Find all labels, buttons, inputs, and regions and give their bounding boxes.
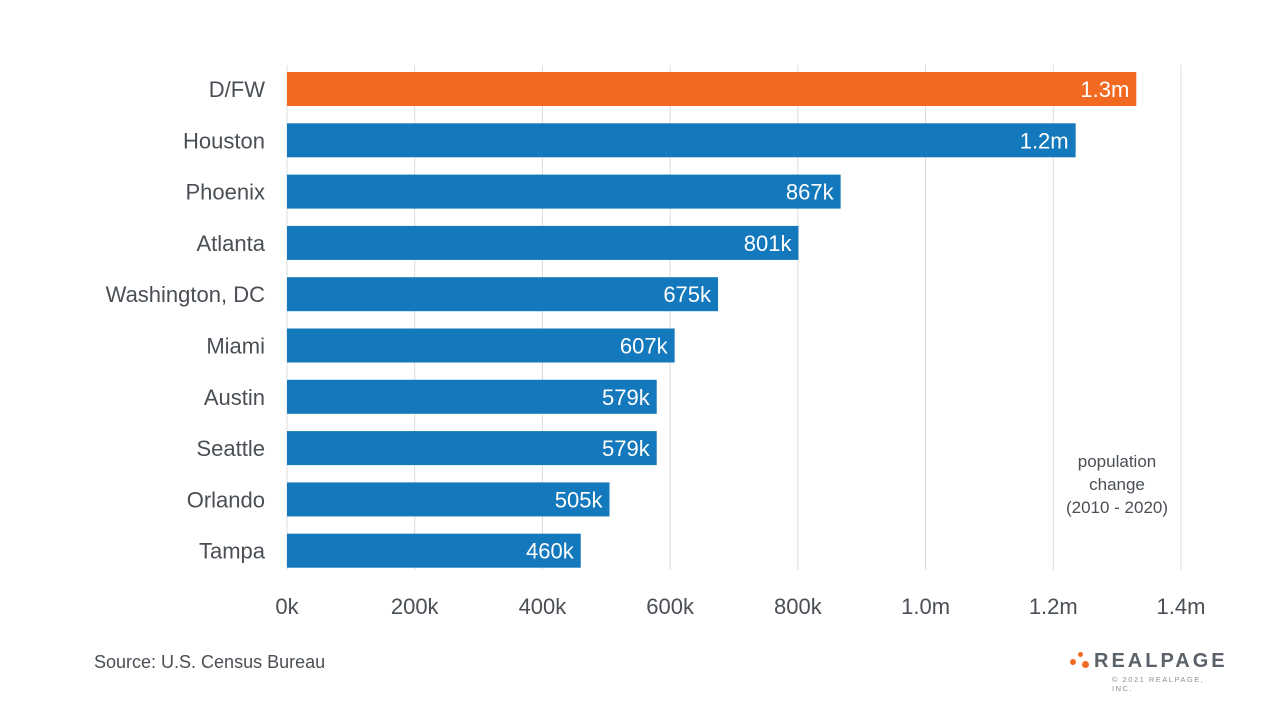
category-label: Orlando bbox=[187, 487, 265, 512]
bar bbox=[287, 328, 675, 363]
annotation-text: change bbox=[1089, 475, 1145, 494]
category-label: Seattle bbox=[197, 436, 266, 461]
data-label: 867k bbox=[786, 180, 835, 205]
data-label: 675k bbox=[663, 282, 712, 307]
annotation-text: (2010 - 2020) bbox=[1066, 498, 1168, 517]
data-label: 1.3m bbox=[1080, 77, 1129, 102]
bar bbox=[287, 174, 841, 209]
x-tick-label: 200k bbox=[391, 594, 440, 619]
bar bbox=[287, 431, 657, 466]
data-label: 801k bbox=[744, 231, 793, 256]
x-tick-label: 1.4m bbox=[1157, 594, 1206, 619]
data-label: 505k bbox=[555, 487, 604, 512]
bar bbox=[287, 482, 610, 517]
bar bbox=[287, 225, 799, 260]
bar bbox=[287, 123, 1076, 158]
bar bbox=[287, 379, 657, 414]
bar bbox=[287, 533, 581, 568]
x-tick-label: 0k bbox=[275, 594, 299, 619]
category-label: D/FW bbox=[209, 77, 265, 102]
data-label: 579k bbox=[602, 436, 651, 461]
x-tick-label: 1.0m bbox=[901, 594, 950, 619]
category-label: Phoenix bbox=[185, 180, 265, 205]
category-label: Tampa bbox=[199, 539, 266, 564]
logo-dot bbox=[1070, 659, 1076, 665]
source-note: Source: U.S. Census Bureau bbox=[94, 652, 326, 672]
logo-dot bbox=[1082, 661, 1089, 668]
bar bbox=[287, 277, 719, 312]
bar bbox=[287, 72, 1137, 106]
x-tick-label: 1.2m bbox=[1029, 594, 1078, 619]
bar-chart: 0k 200k 400k 600k 800k 1.0m 1.2m 1.4m D/FW 1.3m Ho… bbox=[106, 65, 1206, 619]
logo-wordmark: REALPAGE bbox=[1094, 650, 1228, 672]
category-label: Austin bbox=[204, 385, 265, 410]
x-tick-label: 800k bbox=[774, 594, 823, 619]
logo-copyright: © 2021 REALPAGE, INC. bbox=[1112, 675, 1205, 693]
data-label: 1.2m bbox=[1020, 128, 1069, 153]
data-label: 460k bbox=[526, 539, 575, 564]
category-label: Atlanta bbox=[197, 231, 266, 256]
annotation-text: population bbox=[1078, 452, 1156, 471]
data-label: 607k bbox=[620, 334, 669, 359]
category-label: Washington, DC bbox=[106, 282, 265, 307]
realpage-logo: REALPAGE © 2021 REALPAGE, INC. bbox=[1068, 650, 1228, 693]
logo-dot bbox=[1078, 652, 1083, 657]
data-label: 579k bbox=[602, 385, 651, 410]
x-tick-label: 600k bbox=[646, 594, 695, 619]
category-label: Miami bbox=[206, 334, 265, 359]
category-label: Houston bbox=[183, 128, 265, 153]
x-tick-label: 400k bbox=[519, 594, 568, 619]
